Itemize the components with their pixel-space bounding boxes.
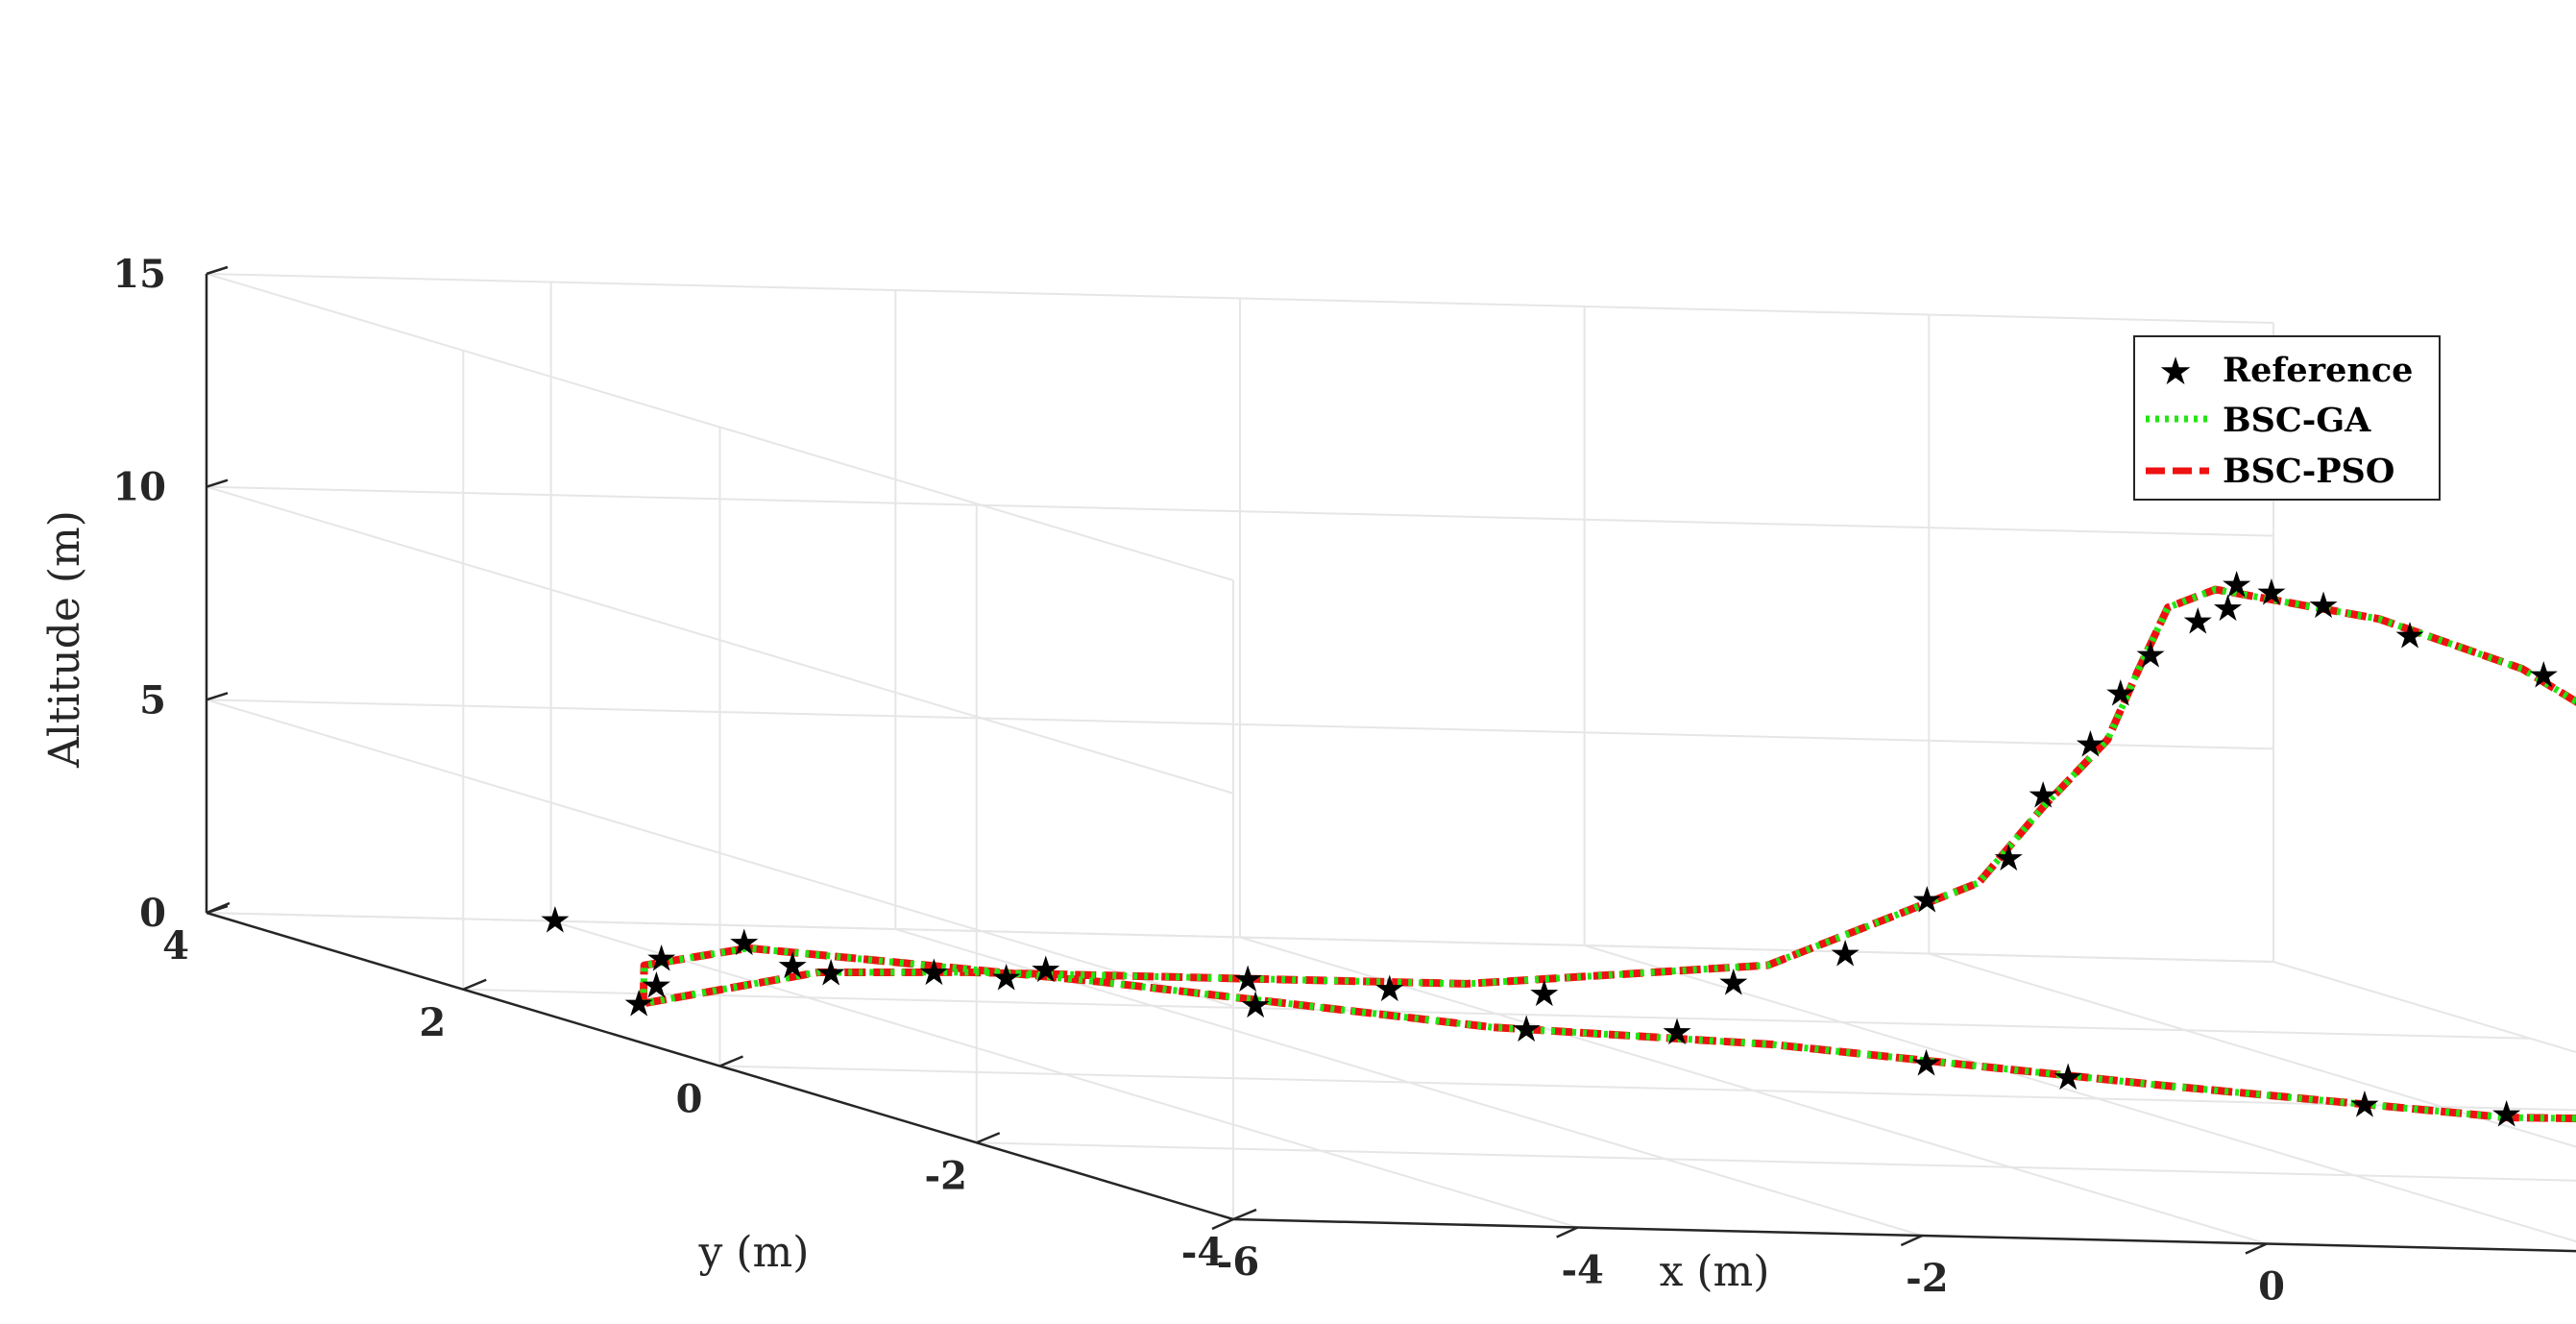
reference-point-star: ★ bbox=[2491, 1095, 2523, 1136]
back-wall-gridline-z bbox=[206, 699, 2274, 750]
z-tick-label: 0 bbox=[139, 891, 166, 936]
reference-point-star: ★ bbox=[776, 946, 809, 987]
z-tick-mark bbox=[206, 478, 229, 488]
y-tick-label: 4 bbox=[162, 923, 189, 968]
y-tick-mark bbox=[462, 978, 487, 991]
reference-point-star: ★ bbox=[2104, 674, 2137, 715]
reference-point-star: ★ bbox=[917, 953, 950, 993]
reference-point-star: ★ bbox=[814, 954, 847, 994]
legend-bsc-ga-label: BSC-GA bbox=[2223, 401, 2371, 440]
y-tick-mark bbox=[1232, 1208, 1257, 1221]
legend-reference-label: Reference bbox=[2223, 351, 2413, 390]
x-tick-label: -4 bbox=[1561, 1248, 1603, 1293]
floor-gridline-y bbox=[719, 1065, 2576, 1112]
reference-point-star: ★ bbox=[1231, 960, 1264, 1000]
series-layer: ★★★★★★★★★★★★★★★★★★★★★★★★★★★★★★★★★★★★★★★★… bbox=[539, 565, 2576, 1136]
reference-point-star: ★ bbox=[2394, 617, 2426, 657]
reference-point-star: ★ bbox=[2212, 589, 2245, 629]
y-tick-label: 2 bbox=[419, 1000, 446, 1045]
x-tick-label: -2 bbox=[1906, 1256, 1948, 1301]
x-tick-mark bbox=[1556, 1226, 1579, 1238]
reference-point-star: ★ bbox=[2348, 1086, 2381, 1126]
floor-gridline-x bbox=[2272, 961, 2576, 1054]
floor-gridline-y bbox=[463, 988, 2531, 1040]
back-wall-gridline-z bbox=[206, 912, 2274, 963]
z-tick-label: 10 bbox=[112, 465, 166, 510]
x-tick-label: -6 bbox=[1217, 1239, 1259, 1285]
z-tick-label: 5 bbox=[139, 677, 166, 723]
reference-point-star: ★ bbox=[2074, 725, 2106, 766]
legend-reference-star-icon: ★ bbox=[2158, 350, 2193, 393]
legend: ★ Reference BSC-GA BSC-PSO bbox=[2133, 335, 2441, 501]
reference-point-star: ★ bbox=[2181, 602, 2214, 643]
reference-point-star: ★ bbox=[728, 923, 761, 964]
reference-point-star: ★ bbox=[990, 959, 1023, 999]
side-wall-gridline-z bbox=[206, 273, 1234, 581]
z-tick-mark bbox=[206, 692, 229, 701]
floor-gridline-y bbox=[976, 1141, 2576, 1182]
z-tick-mark bbox=[206, 265, 229, 276]
y-tick-label: -2 bbox=[925, 1153, 967, 1198]
x-tick-mark bbox=[1211, 1217, 1234, 1231]
x-tick-mark bbox=[1900, 1234, 1923, 1247]
series-bsc-ga bbox=[640, 586, 2576, 1122]
reference-point-star: ★ bbox=[1717, 963, 1750, 1003]
reference-point-star: ★ bbox=[645, 939, 678, 979]
label-layer: x (m) y (m) Altitude (m) bbox=[40, 510, 1769, 1296]
reference-point-star: ★ bbox=[1661, 1013, 1693, 1053]
reference-point-star: ★ bbox=[1909, 1043, 1942, 1084]
reference-point-star: ★ bbox=[1528, 974, 1561, 1015]
reference-point-star: ★ bbox=[2255, 574, 2288, 614]
legend-bsc-pso-label: BSC-PSO bbox=[2223, 452, 2394, 491]
reference-point-star: ★ bbox=[2134, 636, 2167, 676]
z-axis-label: Altitude (m) bbox=[40, 510, 89, 769]
reference-point-star: ★ bbox=[1510, 1010, 1543, 1050]
y-tick-mark bbox=[976, 1132, 1001, 1144]
reference-point-star: ★ bbox=[1239, 986, 1272, 1026]
x-tick-label: 0 bbox=[2258, 1264, 2285, 1310]
z-tick-label: 15 bbox=[112, 252, 166, 297]
y-tick-label: -4 bbox=[1181, 1230, 1224, 1275]
reference-point-star: ★ bbox=[1910, 880, 1943, 920]
z-tick-mark bbox=[206, 904, 229, 915]
reference-point-star: ★ bbox=[1373, 969, 1406, 1010]
back-wall-gridline-z bbox=[206, 485, 2274, 537]
side-wall-gridline-z bbox=[206, 485, 1234, 795]
reference-point-star: ★ bbox=[622, 984, 655, 1024]
reference-point-star: ★ bbox=[2052, 1058, 2084, 1098]
back-wall-gridline-z bbox=[206, 273, 2274, 324]
x-tick-mark bbox=[2245, 1242, 2268, 1255]
x-axis-label: x (m) bbox=[1660, 1247, 1770, 1296]
y-tick-label: 0 bbox=[676, 1077, 703, 1122]
side-wall-gridline-z bbox=[206, 699, 1234, 1008]
reference-point-star: ★ bbox=[2307, 586, 2340, 626]
reference-point-star: ★ bbox=[539, 900, 571, 941]
y-axis-label: y (m) bbox=[698, 1228, 810, 1277]
y-tick-mark bbox=[719, 1055, 743, 1067]
reference-point-star: ★ bbox=[2027, 776, 2059, 817]
series-bsc-pso bbox=[639, 585, 2576, 1123]
reference-point-star: ★ bbox=[1030, 950, 1062, 991]
reference-point-star: ★ bbox=[2527, 656, 2560, 697]
reference-point-star: ★ bbox=[2221, 565, 2253, 605]
reference-point-star: ★ bbox=[1829, 935, 1861, 975]
reference-point-star: ★ bbox=[640, 967, 672, 1007]
reference-point-star: ★ bbox=[1992, 839, 2025, 879]
